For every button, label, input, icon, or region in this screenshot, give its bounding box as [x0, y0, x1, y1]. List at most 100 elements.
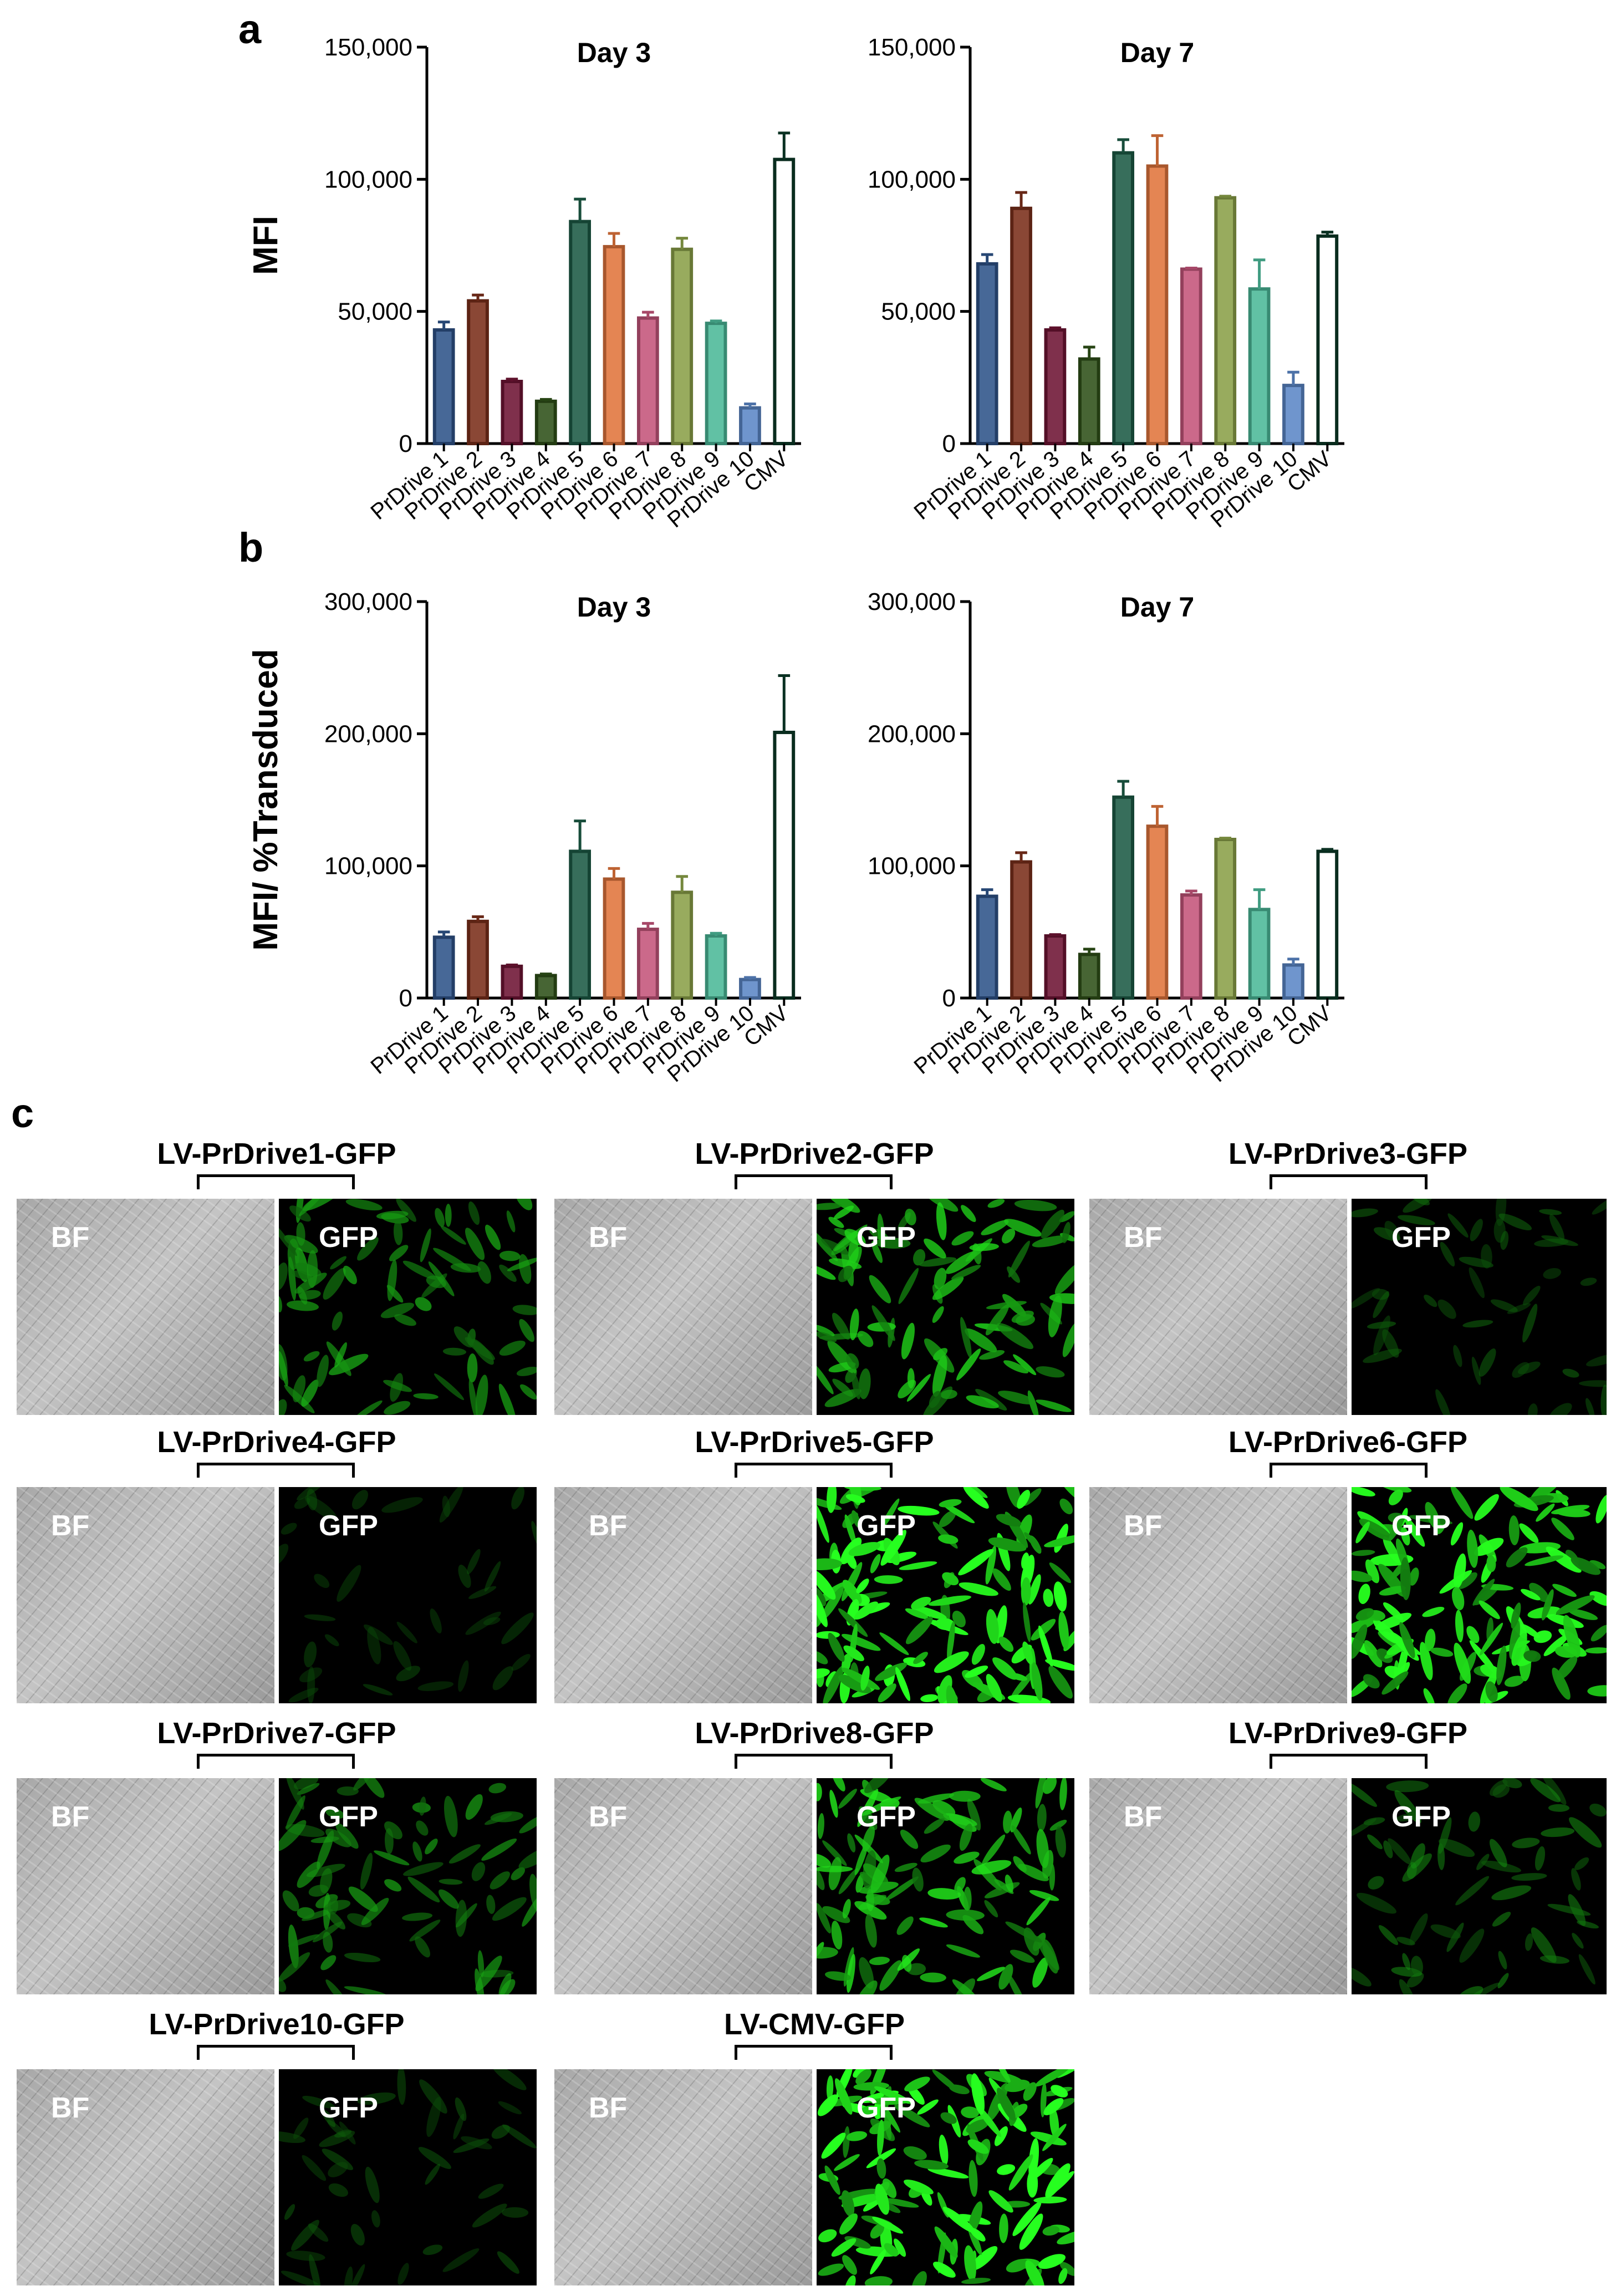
micrograph-pair: BF GFP — [1089, 1778, 1607, 1994]
micrograph-bracket — [735, 1463, 893, 1478]
micrograph-bracket — [735, 1754, 893, 1769]
brightfield-image: BF — [554, 2069, 812, 2285]
gfp-image: GFP — [817, 1778, 1074, 1994]
gfp-cells — [279, 1778, 537, 1994]
brightfield-label: BF — [589, 2092, 628, 2124]
y-tick-label: 50,000 — [881, 298, 956, 325]
bar — [603, 877, 625, 1000]
gfp-cells — [817, 1199, 1074, 1415]
gfp-cells — [817, 1487, 1074, 1703]
y-axis-label: MFI — [247, 216, 285, 275]
micrograph-bracket — [735, 1174, 893, 1189]
gfp-image: GFP — [817, 1487, 1074, 1703]
micrograph-bracket — [197, 2045, 355, 2060]
bar — [1044, 328, 1067, 445]
brightfield-image: BF — [17, 1778, 274, 1994]
chart-title: Day 3 — [577, 592, 651, 623]
micrograph-pair: BF GFP — [1089, 1199, 1607, 1415]
gfp-cells — [279, 2069, 537, 2285]
bar — [773, 157, 796, 446]
micrograph-title: LV-PrDrive5-GFP — [695, 1426, 934, 1459]
bar — [1010, 206, 1032, 445]
panel-letter-a: a — [238, 6, 262, 52]
bar — [467, 299, 489, 445]
brightfield-label: BF — [51, 1221, 90, 1254]
micrograph-pair: BF GFP — [554, 2069, 1074, 2285]
y-tick-label: 300,000 — [868, 588, 956, 615]
micrograph-bracket — [197, 1174, 355, 1189]
brightfield-image: BF — [17, 1199, 274, 1415]
brightfield-label: BF — [51, 1801, 90, 1833]
panel-letter-c: c — [11, 1090, 34, 1136]
gfp-cells — [817, 2069, 1074, 2285]
gfp-image: GFP — [279, 1199, 537, 1415]
micrograph-title: LV-PrDrive8-GFP — [695, 1717, 934, 1750]
micrograph-title: LV-PrDrive2-GFP — [695, 1137, 934, 1170]
y-tick-label: 0 — [399, 430, 412, 457]
gfp-image: GFP — [1352, 1199, 1607, 1415]
micrograph-pair: BF GFP — [17, 1778, 537, 1994]
bar — [636, 928, 659, 1000]
chart-title: Day 7 — [1120, 592, 1194, 623]
brightfield-image: BF — [17, 2069, 274, 2285]
brightfield-image: BF — [554, 1778, 812, 1994]
bar — [432, 935, 455, 1000]
bar — [534, 974, 557, 1000]
bar — [671, 890, 694, 1000]
y-tick-label: 50,000 — [338, 298, 412, 325]
brightfield-label: BF — [1124, 1221, 1163, 1254]
brightfield-image: BF — [1089, 1778, 1347, 1994]
micrograph-pair: BF GFP — [554, 1199, 1074, 1415]
gfp-image: GFP — [1352, 1487, 1607, 1703]
gfp-cells — [1352, 1199, 1607, 1415]
y-tick-label: 100,000 — [324, 853, 412, 880]
y-tick-label: 150,000 — [868, 34, 956, 61]
gfp-label: GFP — [319, 1801, 378, 1833]
bar — [1078, 953, 1100, 1000]
bar — [636, 316, 659, 445]
gfp-image: GFP — [279, 1778, 537, 1994]
bar — [1316, 234, 1339, 445]
chart-title: Day 3 — [577, 37, 651, 68]
micrograph-bracket — [735, 2045, 893, 2060]
micrograph-title: LV-PrDrive9-GFP — [1228, 1717, 1468, 1750]
bar — [739, 406, 761, 446]
chart-b-day3: Day 3 MFI/ %Transduced 0 100,000 200,000 300,… — [247, 588, 801, 1087]
bar — [1282, 963, 1304, 1000]
bar — [739, 978, 761, 1000]
micrograph-pair: BF GFP — [17, 2069, 537, 2285]
brightfield-image: BF — [17, 1487, 274, 1703]
bar — [569, 220, 592, 445]
gfp-image: GFP — [817, 1199, 1074, 1415]
y-tick-label: 100,000 — [324, 166, 412, 193]
brightfield-image: BF — [1089, 1199, 1347, 1415]
micrograph-title: LV-PrDrive10-GFP — [149, 2008, 405, 2041]
y-tick-label: 100,000 — [868, 166, 956, 193]
micrograph-bracket — [1270, 1463, 1428, 1478]
brightfield-label: BF — [589, 1221, 628, 1254]
micrograph-title: LV-PrDrive4-GFP — [157, 1426, 396, 1459]
gfp-label: GFP — [319, 2092, 378, 2124]
micrograph-bracket — [1270, 1174, 1428, 1189]
bar — [976, 894, 998, 1000]
y-tick-label: 200,000 — [868, 720, 956, 747]
brightfield-label: BF — [1124, 1801, 1163, 1833]
bar — [501, 964, 523, 1000]
bar — [1044, 934, 1067, 1000]
gfp-cells — [279, 1487, 537, 1703]
micrograph-pair: BF GFP — [554, 1778, 1074, 1994]
bar — [432, 328, 455, 445]
bar — [1146, 164, 1169, 445]
bar — [1010, 860, 1032, 1000]
gfp-label: GFP — [857, 1510, 916, 1542]
bar — [1316, 849, 1339, 1000]
gfp-cells — [1352, 1487, 1607, 1703]
y-tick-label: 0 — [399, 985, 412, 1012]
gfp-cells — [817, 1778, 1067, 1994]
gfp-label: GFP — [1391, 1510, 1451, 1542]
panel-letter-b: b — [238, 525, 264, 571]
brightfield-image: BF — [1089, 1487, 1347, 1703]
gfp-label: GFP — [857, 2092, 916, 2124]
